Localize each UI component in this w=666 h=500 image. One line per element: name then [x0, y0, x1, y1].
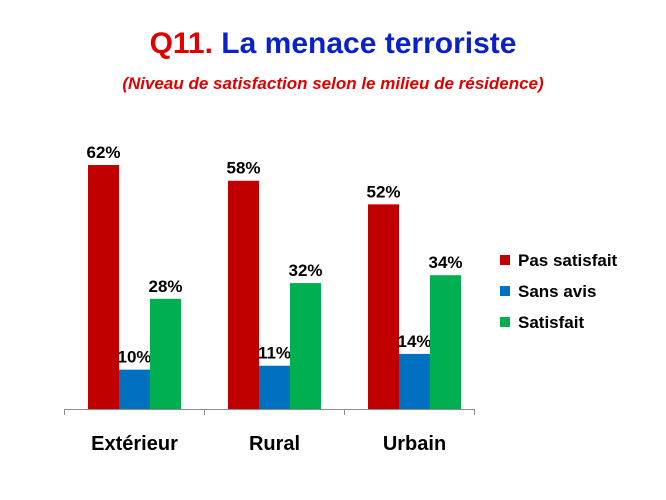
data-label-urbain-pas-satisfait: 52% — [366, 182, 400, 201]
chart-title: Q11. La menace terroriste — [0, 26, 666, 62]
data-label-rural-satisfait: 32% — [288, 261, 322, 280]
legend-label-satisfait: Satisfait — [518, 313, 584, 332]
chart-subtitle: (Niveau de satisfaction selon le milieu … — [122, 74, 544, 93]
legend-swatch-sans-avis — [500, 286, 510, 296]
title-text: La menace terroriste — [221, 27, 517, 60]
category-label-urbain: Urbain — [383, 433, 446, 455]
data-label-exterieur-pas-satisfait: 62% — [86, 143, 120, 162]
bar-rural-sans-avis — [259, 365, 290, 409]
data-label-exterieur-sans-avis: 10% — [117, 348, 151, 367]
data-label-exterieur-satisfait: 28% — [148, 277, 182, 296]
data-label-rural-sans-avis: 11% — [258, 344, 291, 363]
legend-swatch-pas-satisfait — [500, 255, 510, 265]
data-label-rural-pas-satisfait: 58% — [226, 159, 260, 178]
bar-rural-satisfait — [290, 283, 321, 409]
data-label-urbain-sans-avis: 14% — [397, 332, 431, 351]
bar-exterieur-pas-satisfait — [88, 165, 119, 409]
category-label-exterieur: Extérieur — [91, 433, 178, 455]
category-label-rural: Rural — [249, 433, 300, 455]
bar-urbain-sans-avis — [399, 353, 430, 409]
bar-rural-pas-satisfait — [228, 180, 259, 409]
bar-exterieur-sans-avis — [119, 369, 150, 409]
data-label-urbain-satisfait: 34% — [428, 253, 462, 272]
legend-swatch-satisfait — [500, 317, 510, 327]
legend-label-pas-satisfait: Pas satisfait — [518, 251, 618, 270]
bar-exterieur-satisfait — [150, 298, 181, 409]
bar-urbain-pas-satisfait — [368, 204, 399, 409]
bar-urbain-satisfait — [430, 275, 461, 409]
title-question-number: Q11. — [149, 27, 213, 60]
legend-label-sans-avis: Sans avis — [518, 282, 596, 301]
